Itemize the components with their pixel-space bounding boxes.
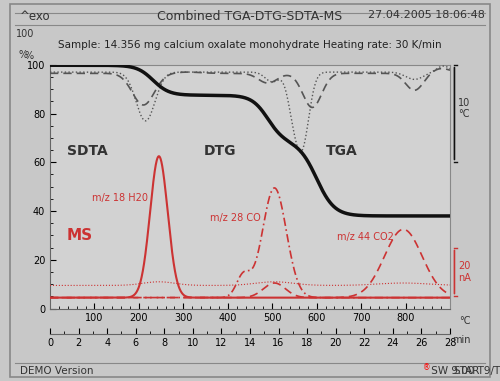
Text: 10
°C: 10 °C: [458, 98, 470, 120]
Text: %: %: [25, 51, 34, 61]
Text: MS: MS: [67, 228, 93, 243]
Text: m/z 18 H20: m/z 18 H20: [92, 193, 148, 203]
Text: 20
nA: 20 nA: [458, 261, 471, 283]
Text: TGA: TGA: [326, 144, 358, 158]
Text: min: min: [452, 335, 470, 346]
Text: SDTA: SDTA: [67, 144, 108, 158]
Text: Heating rate: 30 K/min: Heating rate: 30 K/min: [324, 40, 442, 50]
Text: Combined TGA-DTG-SDTA-MS: Combined TGA-DTG-SDTA-MS: [158, 10, 342, 22]
Text: m/z 44 CO2: m/z 44 CO2: [336, 232, 394, 242]
Text: SW 9.00 T9/T10: SW 9.00 T9/T10: [428, 367, 500, 376]
Text: m/z 28 CO: m/z 28 CO: [210, 213, 261, 223]
Text: ®: ®: [422, 363, 430, 373]
Text: °C: °C: [459, 316, 470, 326]
Text: 100: 100: [16, 29, 34, 39]
Text: 27.04.2005 18:06:48: 27.04.2005 18:06:48: [368, 10, 485, 19]
Text: STAR: STAR: [454, 367, 480, 376]
Text: %: %: [19, 50, 28, 60]
Text: DTG: DTG: [204, 144, 236, 158]
Text: DEMO Version: DEMO Version: [20, 367, 94, 376]
Text: ^exo: ^exo: [20, 10, 50, 22]
Text: Sample: 14.356 mg calcium oxalate monohydrate: Sample: 14.356 mg calcium oxalate monohy…: [58, 40, 320, 50]
